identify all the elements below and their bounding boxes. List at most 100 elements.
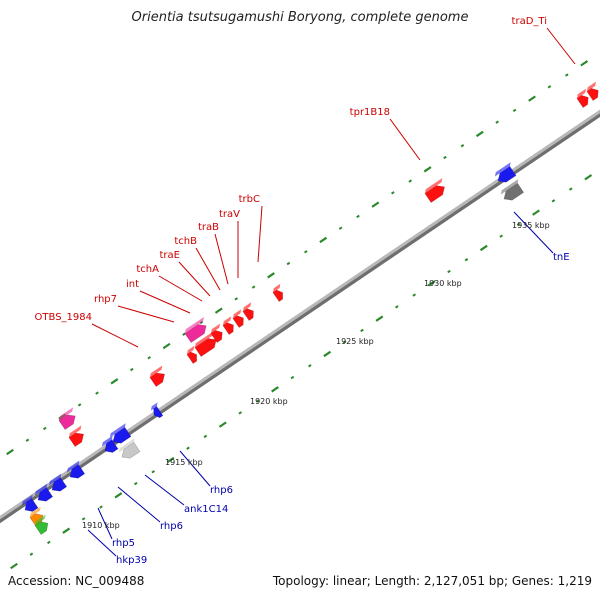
tick-mark bbox=[464, 258, 469, 262]
label-rhp5[interactable]: rhp5 bbox=[112, 538, 135, 549]
tick-mark bbox=[238, 411, 243, 415]
tick-mark bbox=[151, 470, 156, 474]
genome-summary-text: Topology: linear; Length: 2,127,051 bp; … bbox=[272, 574, 592, 588]
scale-labels: 1910 kbp 1915 kbp 1920 kbp 1925 kbp 1930 kbp… bbox=[82, 221, 550, 530]
label-trab[interactable]: traB bbox=[198, 222, 219, 233]
label-tchb-leader bbox=[195, 247, 221, 291]
tick-mark bbox=[408, 179, 413, 183]
tick-mark bbox=[162, 342, 171, 350]
tick-mark bbox=[42, 426, 47, 431]
label-tne-leader bbox=[513, 211, 554, 254]
tick-mark bbox=[271, 386, 279, 393]
gene-rhp6-b[interactable] bbox=[108, 423, 133, 446]
label-rhp7-leader bbox=[117, 305, 175, 323]
tick-mark bbox=[342, 340, 347, 344]
tick-mark bbox=[255, 399, 260, 403]
label-tcha[interactable]: tchA bbox=[136, 264, 159, 275]
tick-mark bbox=[77, 403, 82, 407]
tick-mark bbox=[390, 191, 395, 195]
gene-tcha[interactable] bbox=[193, 330, 222, 357]
tick-mark bbox=[129, 367, 134, 372]
scale-label: 1920 kbp bbox=[250, 397, 288, 406]
gene-trbc[interactable] bbox=[271, 283, 288, 302]
tick-mark bbox=[568, 187, 573, 191]
label-tpr1b18[interactable]: tpr1B18 bbox=[350, 107, 390, 118]
scale-label: 1935 kbp bbox=[512, 221, 550, 230]
gene-reverse-3[interactable] bbox=[100, 435, 120, 456]
label-otbs-1984[interactable]: OTBS_1984 bbox=[35, 312, 92, 323]
tick-mark bbox=[443, 155, 447, 160]
tick-mark bbox=[110, 378, 119, 385]
gene-ank1c14[interactable] bbox=[117, 438, 142, 461]
tick-mark bbox=[495, 120, 500, 124]
gene-tchb[interactable] bbox=[221, 316, 239, 335]
gene-hkp39[interactable] bbox=[20, 494, 40, 515]
tick-mark bbox=[267, 272, 275, 279]
tick-mark bbox=[512, 108, 517, 113]
label-trbc[interactable]: trbC bbox=[239, 194, 260, 205]
gene-reverse-4[interactable] bbox=[33, 483, 55, 504]
label-trae[interactable]: traE bbox=[160, 250, 180, 261]
label-rhp6-b[interactable]: rhp6 bbox=[160, 521, 183, 532]
scale-label: 1910 kbp bbox=[82, 521, 120, 530]
gene-rhp7[interactable] bbox=[183, 316, 212, 343]
tick-mark bbox=[199, 320, 204, 325]
label-tne[interactable]: tnE bbox=[553, 252, 570, 263]
tick-mark bbox=[460, 144, 465, 148]
scale-label: 1925 kbp bbox=[336, 337, 374, 346]
label-int[interactable]: int bbox=[126, 279, 139, 290]
tick-mark bbox=[319, 236, 328, 244]
gene-pink[interactable] bbox=[57, 407, 81, 430]
gene-tpr1b18[interactable] bbox=[423, 178, 450, 203]
gene-otbs-1984[interactable] bbox=[148, 365, 170, 387]
tick-mark bbox=[323, 350, 332, 358]
label-trav[interactable]: traV bbox=[219, 209, 240, 220]
tick-mark bbox=[303, 250, 308, 254]
label-trad-ti[interactable]: traD_Ti bbox=[512, 16, 547, 27]
tick-mark bbox=[394, 305, 399, 309]
label-trae-leader bbox=[178, 261, 211, 297]
label-rhp6-a-leader bbox=[179, 450, 211, 487]
gene-green[interactable] bbox=[33, 514, 53, 535]
gene-forward-2[interactable] bbox=[67, 425, 89, 447]
gene-rhp5[interactable] bbox=[47, 473, 69, 494]
label-hkp39[interactable]: hkp39 bbox=[116, 555, 147, 566]
tick-mark bbox=[475, 130, 484, 138]
scale-label: 1930 kbp bbox=[424, 279, 462, 288]
gene-reverse[interactable] bbox=[493, 162, 518, 185]
label-hkp39-leader bbox=[87, 529, 117, 557]
tick-mark bbox=[551, 199, 556, 203]
gene-trae[interactable] bbox=[209, 323, 228, 343]
gene-int[interactable] bbox=[185, 345, 202, 364]
gene-trad-ti[interactable] bbox=[575, 88, 594, 108]
label-rhp5-leader bbox=[97, 507, 113, 540]
label-rhp7[interactable]: rhp7 bbox=[94, 294, 117, 305]
label-trbc-leader bbox=[257, 205, 263, 263]
label-tchb[interactable]: tchB bbox=[174, 236, 197, 247]
gene-trav[interactable] bbox=[241, 302, 259, 321]
tick-mark bbox=[214, 307, 223, 314]
label-ank1c14[interactable]: ank1C14 bbox=[184, 504, 228, 515]
gene-tne[interactable] bbox=[499, 179, 526, 203]
gene-forward[interactable] bbox=[585, 81, 600, 101]
accession-text: Accession: NC_009488 bbox=[8, 574, 145, 588]
tick-mark bbox=[46, 540, 51, 545]
gene-rhp6-a[interactable] bbox=[65, 460, 87, 481]
gene-reverse-small[interactable] bbox=[149, 402, 165, 419]
tick-mark bbox=[29, 552, 34, 556]
gene-trab[interactable] bbox=[231, 309, 249, 328]
tick-mark bbox=[375, 315, 384, 322]
label-rhp6-b-leader bbox=[117, 486, 161, 523]
tick-mark bbox=[6, 448, 14, 456]
tick-mark bbox=[218, 421, 227, 428]
label-leaders bbox=[87, 27, 576, 557]
tick-mark bbox=[25, 438, 30, 442]
tick-mark bbox=[147, 356, 152, 360]
label-rhp6-a[interactable]: rhp6 bbox=[210, 485, 233, 496]
tick-mark bbox=[81, 517, 86, 521]
tick-mark bbox=[251, 285, 256, 289]
label-trab-leader bbox=[214, 233, 229, 285]
